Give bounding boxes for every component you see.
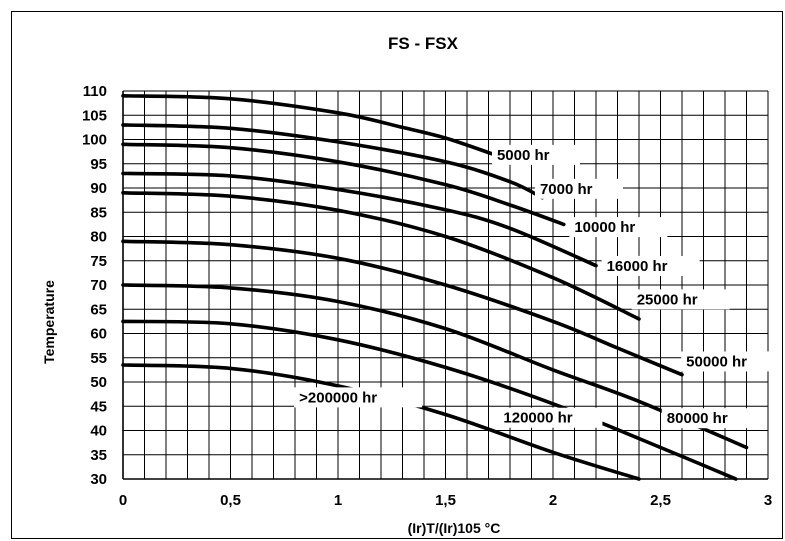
series-line	[121, 283, 749, 450]
chart-frame	[11, 11, 783, 539]
x-tick-label: 1,5	[435, 492, 456, 509]
curve-label: 80000 hr	[667, 410, 728, 427]
y-tick-label: 65	[90, 301, 107, 318]
y-tick-label: 100	[82, 132, 107, 149]
series-line	[121, 239, 684, 377]
series-line	[121, 171, 598, 268]
curve-label-bg	[498, 407, 603, 428]
x-tick-label: 0	[119, 492, 127, 509]
y-tick-labels: 30 35 40 45 50 55 60 65 70 75 80 85 90 95 100 105 110	[82, 83, 107, 488]
curve-label: 5000 hr	[497, 147, 550, 164]
y-axis-label: Temperature	[41, 280, 57, 364]
curve-label-bg	[601, 255, 700, 276]
series-line	[121, 94, 495, 156]
y-tick-label: 105	[82, 107, 107, 124]
y-tick-label: 75	[90, 253, 107, 270]
y-tick-label: 85	[90, 204, 107, 221]
curve-label: 7000 hr	[540, 181, 593, 198]
x-tick-label: 1	[334, 492, 342, 509]
curve-label-bg	[569, 217, 668, 238]
y-tick-label: 90	[90, 180, 107, 197]
y-tick-label: 70	[90, 277, 107, 294]
x-axis-label: (Ir)T/(Ir)105 °C	[408, 520, 501, 536]
chart-title: FS - FSX	[388, 34, 459, 53]
curves	[121, 94, 749, 481]
series-line	[121, 191, 641, 321]
y-tick-label: 40	[90, 423, 107, 440]
curve-label: >200000 hr	[299, 389, 377, 406]
curve-label: 10000 hr	[574, 219, 635, 236]
curve-label-bg	[661, 408, 760, 429]
series-line	[121, 142, 566, 227]
curve-label-bg	[681, 351, 780, 372]
series-line	[121, 319, 738, 481]
curve-label-bg	[631, 289, 730, 310]
curve-label: 120000 hr	[503, 410, 572, 427]
y-tick-label: 55	[90, 350, 107, 367]
x-tick-label: 2	[549, 492, 557, 509]
x-tick-label: 0,5	[220, 492, 241, 509]
series-line	[121, 123, 545, 200]
y-tick-label: 110	[83, 83, 107, 100]
curve-labels: 5000 hr 7000 hr 10000 hr 16000 hr 25000 hr 50…	[294, 144, 780, 429]
curve-label: 50000 hr	[686, 353, 747, 370]
y-tick-label: 60	[90, 326, 107, 343]
y-tick-label: 50	[90, 374, 107, 391]
y-tick-label: 95	[90, 156, 107, 173]
x-tick-labels: 0 0,5 1 1,5 2 2,5 3	[119, 492, 772, 509]
curve-label-bg	[491, 144, 580, 165]
curve-label-bg	[534, 178, 623, 199]
y-tick-label: 80	[90, 229, 107, 246]
x-tick-label: 2,5	[650, 492, 671, 509]
y-tick-label: 35	[90, 447, 107, 464]
curve-label: 25000 hr	[637, 291, 698, 308]
y-tick-label: 30	[90, 471, 107, 488]
x-tick-label: 3	[764, 492, 772, 509]
curve-label: 16000 hr	[607, 258, 668, 275]
y-tick-label: 45	[90, 398, 107, 415]
curve-label-bg	[294, 387, 423, 408]
